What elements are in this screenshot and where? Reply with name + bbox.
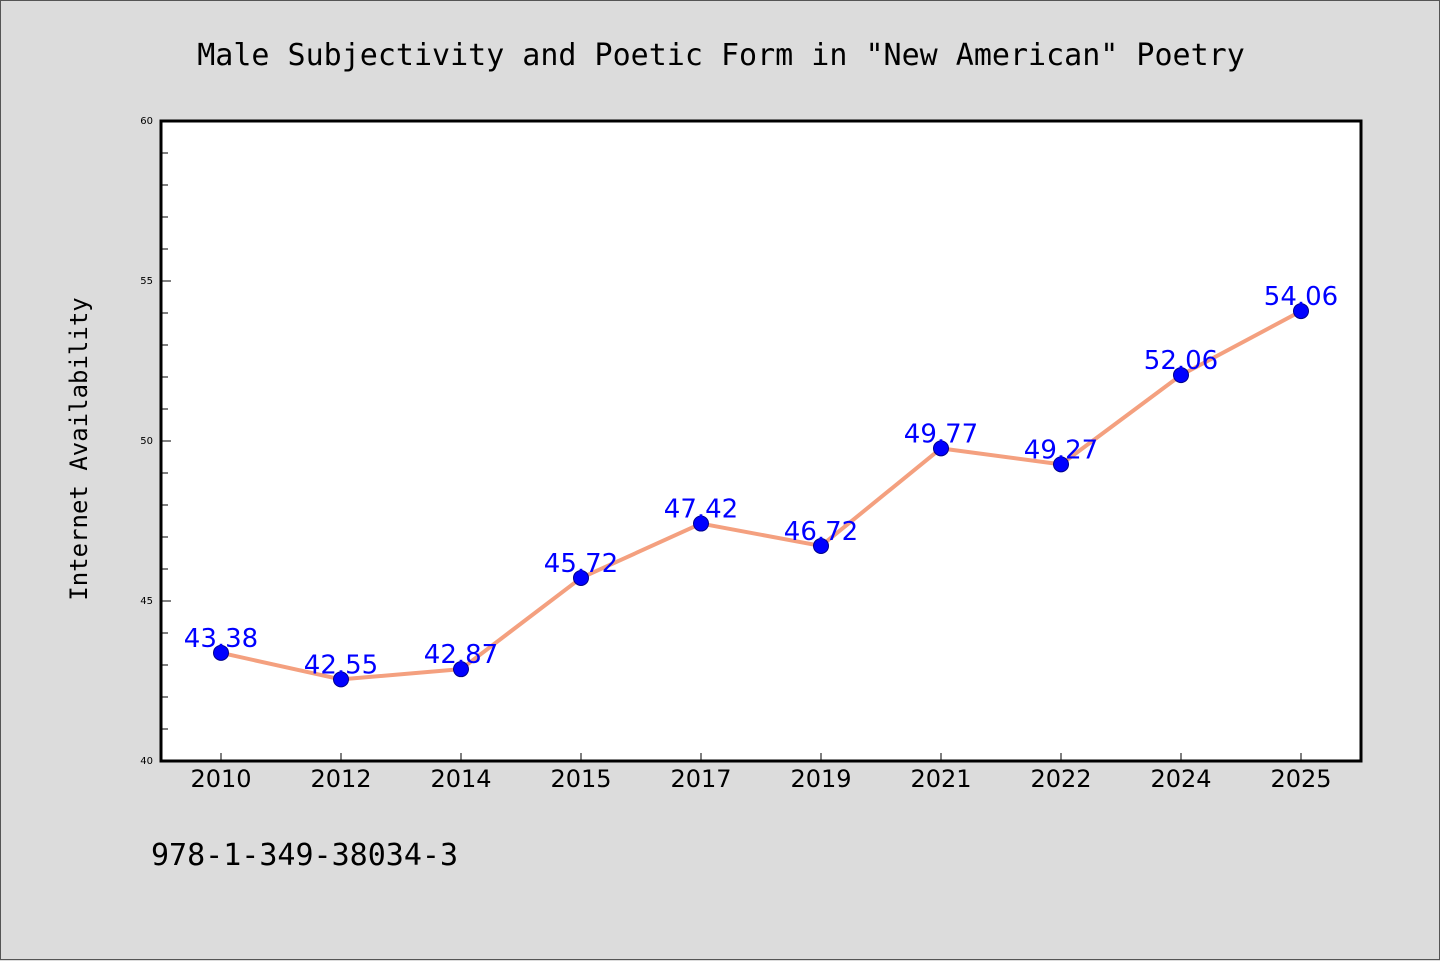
- x-tick-label: 2019: [790, 765, 851, 793]
- x-tick-label: 2010: [190, 765, 251, 793]
- data-label: 47.42: [664, 495, 738, 525]
- plot-area: [159, 119, 1363, 763]
- x-tick-label: 2017: [670, 765, 731, 793]
- data-point: [813, 537, 829, 554]
- data-point: [213, 644, 229, 661]
- data-point: [1293, 303, 1309, 320]
- data-point: [933, 440, 949, 457]
- y-tick-label: 45: [140, 596, 153, 607]
- x-tick-label: 2014: [430, 765, 491, 793]
- data-label: 49.77: [904, 419, 978, 449]
- y-axis: 40 45 50 55 60: [140, 116, 171, 767]
- data-point: [693, 515, 709, 532]
- data-label: 54.06: [1264, 282, 1338, 312]
- data-label: 52.06: [1144, 346, 1218, 376]
- y-tick-label: 60: [140, 116, 153, 127]
- data-label: 46.72: [784, 517, 858, 547]
- chart-title: Male Subjectivity and Poetic Form in "Ne…: [197, 38, 1245, 73]
- y-axis-label: Internet Availability: [65, 297, 93, 600]
- data-label: 42.55: [304, 650, 378, 680]
- series-line: [220, 309, 1302, 682]
- x-tick-label: 2015: [550, 765, 611, 793]
- data-point: [573, 569, 589, 586]
- data-point: [453, 661, 469, 678]
- y-tick-label: 40: [140, 756, 153, 767]
- isbn-footer: 978-1-349-38034-3: [151, 838, 458, 873]
- x-tick-label: 2021: [910, 765, 971, 793]
- data-point: [1053, 456, 1069, 473]
- x-tick-label: 2012: [310, 765, 371, 793]
- data-label: 49.27: [1024, 435, 1098, 465]
- data-point: [1173, 367, 1189, 384]
- data-label: 43.38: [184, 624, 258, 654]
- y-tick-label: 50: [140, 436, 153, 447]
- x-tick-label: 2022: [1030, 765, 1091, 793]
- x-axis: 2010 2012 2014 2015 2017 2019 2021 2022 2024 2025: [190, 753, 1332, 793]
- x-tick-label: 2024: [1150, 765, 1211, 793]
- data-label: 45.72: [544, 549, 618, 579]
- data-label: 42.87: [424, 640, 498, 670]
- series-layer: 43.38 42.55 42.87 45.72 47.42 46.72 49.77 49.27…: [184, 282, 1338, 688]
- y-tick-label: 55: [140, 276, 153, 287]
- x-tick-label: 2025: [1270, 765, 1331, 793]
- data-point: [333, 671, 349, 688]
